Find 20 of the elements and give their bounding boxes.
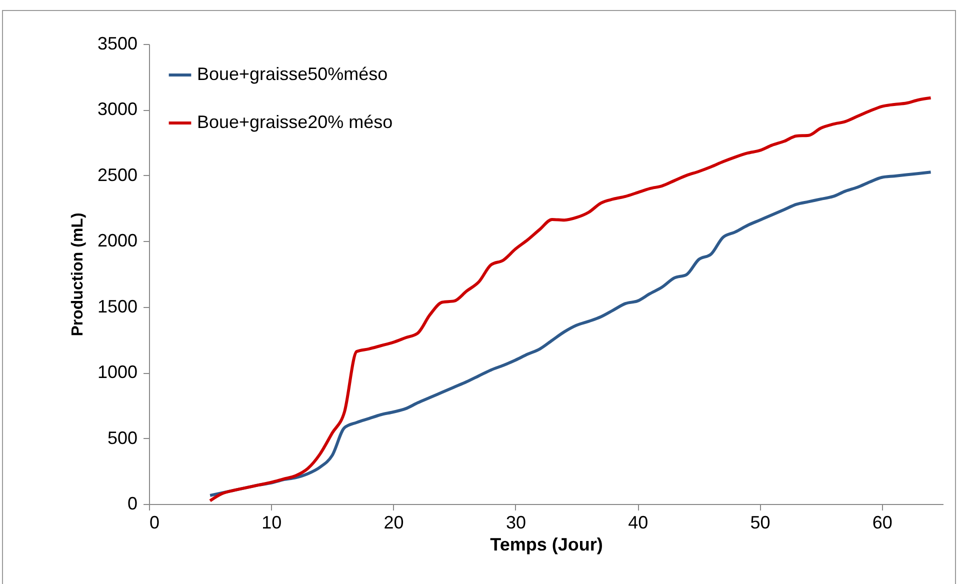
y-tick-label: 1000: [97, 362, 138, 382]
x-tick-label: 30: [506, 512, 526, 532]
legend-label: Boue+graisse50%méso: [197, 64, 388, 84]
y-tick-label: 3500: [97, 34, 138, 54]
x-tick-label: 40: [628, 512, 648, 532]
x-tick-label: 10: [262, 512, 282, 532]
y-tick-label: 0: [127, 494, 138, 514]
line-series: [208, 170, 932, 497]
y-tick-label: 3000: [97, 99, 138, 120]
y-tick-label: 1500: [97, 296, 138, 316]
y-tick-label: 2000: [97, 230, 138, 251]
y-tick-label: 2500: [97, 164, 138, 185]
x-tick-label: 0: [150, 512, 160, 532]
y-tick-label: 500: [107, 428, 138, 448]
legend-label: Boue+graisse20% méso: [197, 112, 393, 132]
x-tick-label: 20: [384, 512, 404, 532]
y-axis-title: Production (mL): [69, 212, 86, 336]
x-tick-label: 50: [750, 512, 770, 532]
x-tick-label: 60: [872, 512, 892, 532]
x-axis-title: Temps (Jour): [490, 534, 603, 554]
